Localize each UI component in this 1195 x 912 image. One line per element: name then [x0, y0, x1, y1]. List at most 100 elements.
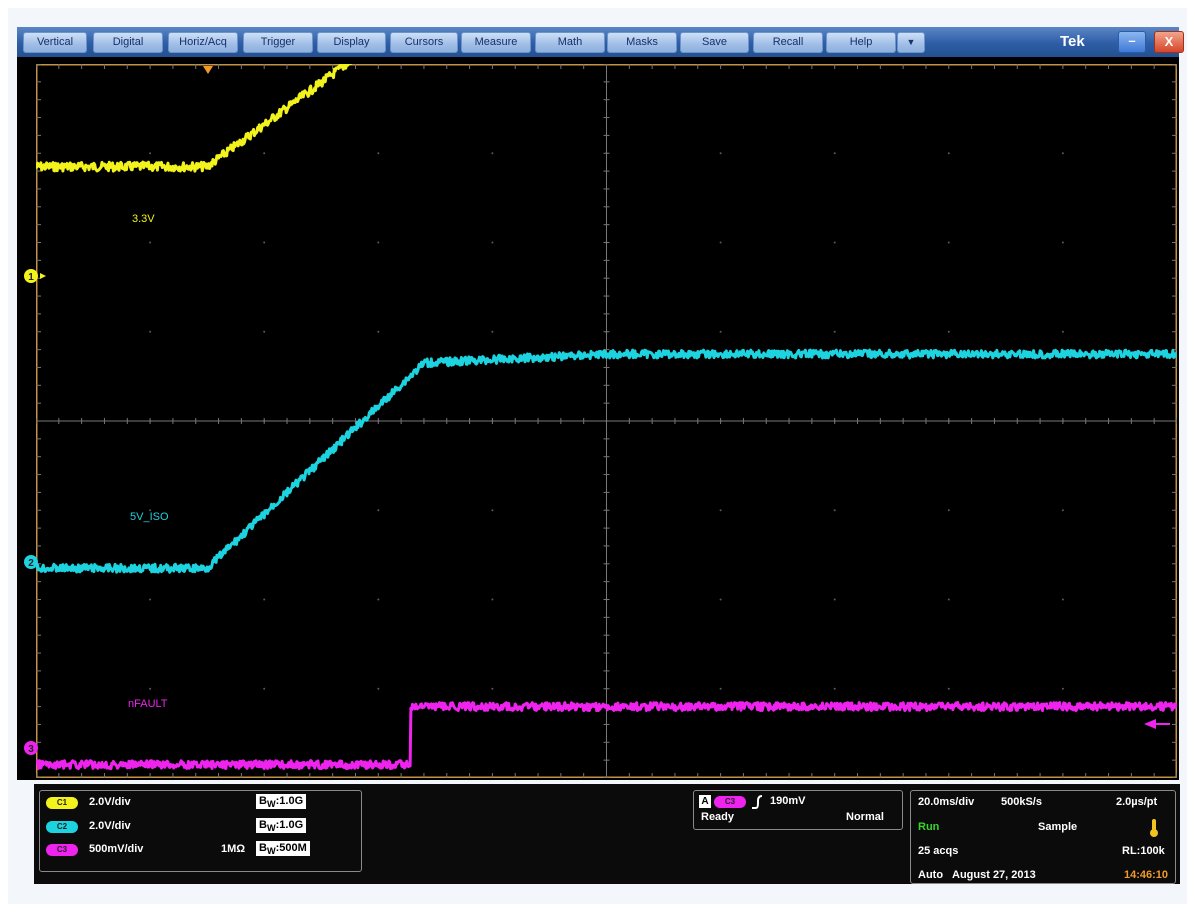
sample-rate: 500kS/s	[1001, 796, 1042, 808]
menu-display[interactable]: Display	[317, 32, 386, 53]
ch2-badge[interactable]: C2	[46, 821, 78, 833]
grid-dot	[1061, 598, 1064, 601]
grid-dot	[149, 687, 152, 690]
grid-dot	[833, 152, 836, 155]
ch3-impedance: 1MΩ	[221, 843, 246, 855]
grid-dot	[719, 509, 722, 512]
rising-edge-icon	[752, 795, 763, 809]
ch1-bw-value: :1.0G	[275, 795, 304, 807]
trigger-position-marker-icon[interactable]	[203, 66, 213, 74]
resolution: 2.0µs/pt	[1116, 796, 1158, 808]
channel-settings-panel[interactable]	[39, 790, 362, 872]
grid-dot	[149, 330, 152, 333]
trigger-mode: Normal	[846, 811, 884, 823]
grid-dot	[377, 152, 380, 155]
status-bar: C1 2.0V/div BW:1.0G C2 2.0V/div BW:1.0G …	[34, 784, 1180, 884]
acquisition-mode: Sample	[1038, 821, 1078, 833]
ch2-waveform	[36, 348, 1177, 574]
grid-dot	[947, 509, 950, 512]
date: August 27, 2013	[952, 869, 1036, 881]
record-length: RL:100k	[1122, 845, 1165, 857]
ch2-marker[interactable]: 2	[24, 555, 38, 569]
time: 14:46:10	[1124, 869, 1169, 881]
grid-dot	[947, 330, 950, 333]
menu-recall[interactable]: Recall	[753, 32, 823, 53]
grid-dot	[719, 152, 722, 155]
trigger-level-marker-line	[1156, 723, 1170, 725]
ch2-bw-sub: W	[266, 823, 276, 834]
trigger-auto-mode: Auto	[918, 869, 944, 881]
ch1-badge[interactable]: C1	[46, 797, 78, 809]
menu-measure[interactable]: Measure	[461, 32, 531, 53]
ch1-waveform	[36, 64, 353, 173]
ch1-ground-arrow-icon	[40, 273, 46, 279]
grid-dot	[491, 241, 494, 244]
trigger-level-marker-icon[interactable]	[1144, 719, 1156, 729]
grid-dot	[491, 330, 494, 333]
minimize-button[interactable]: –	[1118, 31, 1146, 53]
menu-dropdown-icon[interactable]: ▼	[897, 32, 925, 53]
grid-dot	[263, 687, 266, 690]
ch3-waveform	[36, 701, 1177, 771]
menu-trigger[interactable]: Trigger	[243, 32, 313, 53]
grid-dot	[833, 509, 836, 512]
menu-digital[interactable]: Digital	[93, 32, 163, 53]
run-state: Run	[918, 821, 940, 833]
ch1-trace-label: 3.3V	[132, 213, 155, 225]
grid-dot	[491, 509, 494, 512]
grid-dot	[833, 330, 836, 333]
ch3-marker[interactable]: 3	[24, 741, 38, 755]
ch2-bw-prefix: B	[259, 819, 267, 831]
ch3-scale: 500mV/div	[89, 843, 144, 855]
menu-save[interactable]: Save	[680, 32, 749, 53]
grid-dot	[833, 598, 836, 601]
ch2-bandwidth: BW:1.0G	[256, 818, 307, 834]
grid-dot	[263, 241, 266, 244]
trigger-level: 190mV	[770, 795, 806, 807]
grid-dot	[947, 598, 950, 601]
menu-masks[interactable]: Masks	[607, 32, 677, 53]
grid-dot	[1061, 330, 1064, 333]
grid-dot	[1061, 509, 1064, 512]
menu-vertical[interactable]: Vertical	[23, 32, 87, 53]
ch2-trace-label: 5V_ISO	[130, 511, 169, 523]
thermometer-icon	[1150, 819, 1158, 837]
grid-dot	[719, 241, 722, 244]
ch1-scale: 2.0V/div	[89, 796, 131, 808]
acquisition-panel[interactable]	[910, 790, 1176, 884]
brand-logo: Tek	[1060, 33, 1085, 50]
ch3-trace-label: nFAULT	[128, 698, 168, 710]
grid-dot	[719, 330, 722, 333]
ch3-bw-value: :500M	[275, 842, 307, 854]
graticule-grid	[36, 64, 1177, 778]
menu-help[interactable]: Help	[826, 32, 896, 53]
trigger-state: Ready	[701, 811, 735, 823]
menu-horiz-acq[interactable]: Horiz/Acq	[168, 32, 238, 53]
grid-dot	[947, 687, 950, 690]
trigger-panel[interactable]	[693, 790, 903, 830]
waveform-plot: 3.3V 5V_ISO nFAULT	[36, 64, 1177, 778]
grid-dot	[377, 330, 380, 333]
ch1-marker[interactable]: 1	[24, 269, 46, 283]
ch1-bw-prefix: B	[259, 795, 267, 807]
grid-dot	[149, 241, 152, 244]
timebase: 20.0ms/div	[918, 796, 975, 808]
menu-cursors[interactable]: Cursors	[390, 32, 458, 53]
channel-markers: 1 2 3	[24, 269, 46, 755]
menu-math[interactable]: Math	[535, 32, 605, 53]
grid-dot	[149, 598, 152, 601]
ch2-marker-label: 2	[28, 558, 34, 569]
ch3-badge[interactable]: C3	[46, 844, 78, 856]
ch3-marker-label: 3	[28, 744, 34, 755]
grid-dot	[377, 598, 380, 601]
grid-dot	[263, 152, 266, 155]
acquisition-count: 25 acqs	[918, 845, 959, 857]
ch1-bw-sub: W	[266, 799, 276, 810]
waveform-traces	[36, 64, 1177, 771]
close-button[interactable]: X	[1154, 31, 1184, 53]
ch3-bandwidth: BW:500M	[256, 841, 310, 856]
ch2-bw-value: :1.0G	[275, 819, 304, 831]
grid-dot	[377, 241, 380, 244]
grid-dot	[947, 152, 950, 155]
ch3-bw-prefix: B	[259, 842, 267, 854]
